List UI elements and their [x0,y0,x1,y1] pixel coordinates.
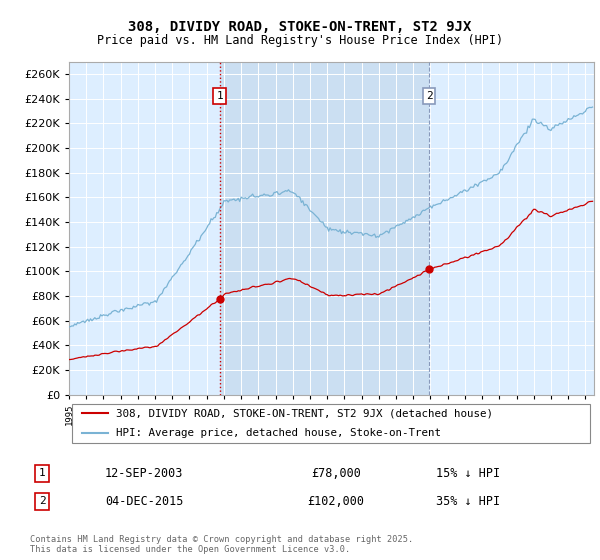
Text: 04-DEC-2015: 04-DEC-2015 [105,494,183,508]
Text: Contains HM Land Registry data © Crown copyright and database right 2025.
This d: Contains HM Land Registry data © Crown c… [30,535,413,554]
Text: £78,000: £78,000 [311,466,361,480]
Text: 2: 2 [38,496,46,506]
Text: £102,000: £102,000 [308,494,365,508]
Text: 308, DIVIDY ROAD, STOKE-ON-TRENT, ST2 9JX: 308, DIVIDY ROAD, STOKE-ON-TRENT, ST2 9J… [128,20,472,34]
Text: 1: 1 [216,91,223,101]
Text: Price paid vs. HM Land Registry's House Price Index (HPI): Price paid vs. HM Land Registry's House … [97,34,503,46]
Text: 2: 2 [426,91,433,101]
Text: 12-SEP-2003: 12-SEP-2003 [105,466,183,480]
FancyBboxPatch shape [71,404,590,443]
Text: HPI: Average price, detached house, Stoke-on-Trent: HPI: Average price, detached house, Stok… [116,428,441,438]
Text: 1: 1 [38,468,46,478]
Text: 308, DIVIDY ROAD, STOKE-ON-TRENT, ST2 9JX (detached house): 308, DIVIDY ROAD, STOKE-ON-TRENT, ST2 9J… [116,408,493,418]
Text: 15% ↓ HPI: 15% ↓ HPI [436,466,500,480]
Text: 35% ↓ HPI: 35% ↓ HPI [436,494,500,508]
Bar [220,62,429,395]
